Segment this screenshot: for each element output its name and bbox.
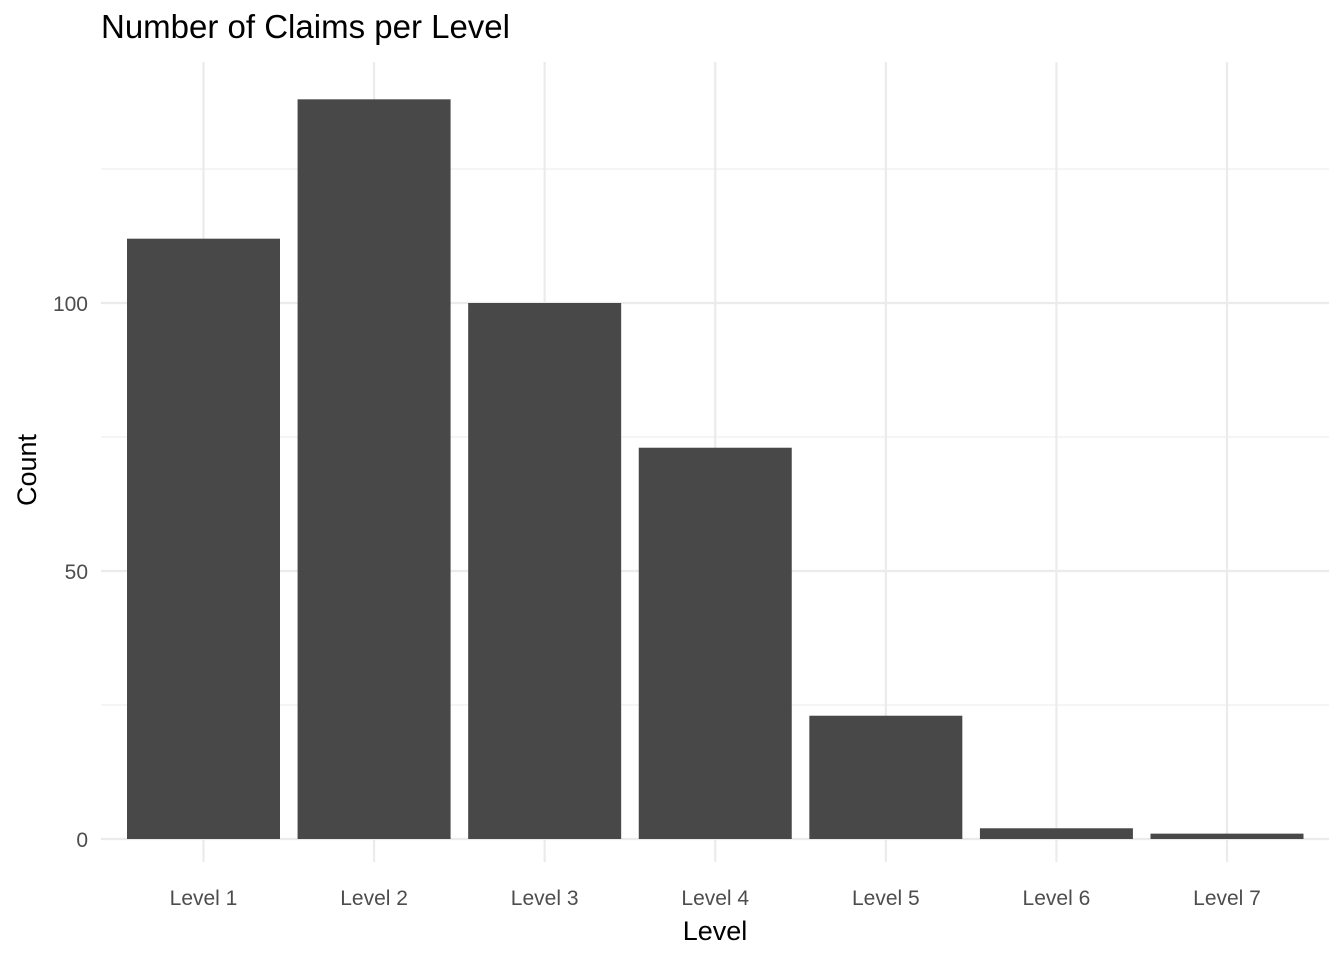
bar-level-2	[297, 99, 451, 839]
x-tick-label: Level 6	[1023, 887, 1091, 910]
bar-level-7	[1150, 833, 1304, 839]
y-tick-label: 50	[65, 561, 88, 584]
x-tick-label: Level 4	[681, 887, 749, 910]
bar-level-3	[468, 303, 622, 839]
x-axis-title: Level	[683, 916, 748, 946]
y-tick-label: 0	[76, 829, 88, 852]
bar-level-1	[127, 238, 280, 839]
x-tick-label: Level 7	[1193, 887, 1261, 910]
bar-level-4	[638, 447, 792, 839]
chart-title: Number of Claims per Level	[101, 8, 510, 45]
x-tick-label: Level 1	[170, 887, 238, 910]
y-tick-labels: 0 50 100	[53, 293, 88, 852]
x-tick-label: Level 3	[511, 887, 579, 910]
y-tick-label: 100	[53, 293, 88, 316]
bars	[127, 99, 1304, 839]
bar-level-6	[979, 828, 1133, 839]
bar-level-5	[809, 715, 963, 839]
x-tick-label: Level 5	[852, 887, 920, 910]
y-axis-title: Count	[12, 433, 42, 506]
x-tick-labels: Level 1 Level 2 Level 3 Level 4 Level 5 Level…	[170, 887, 1261, 910]
x-tick-label: Level 2	[340, 887, 408, 910]
